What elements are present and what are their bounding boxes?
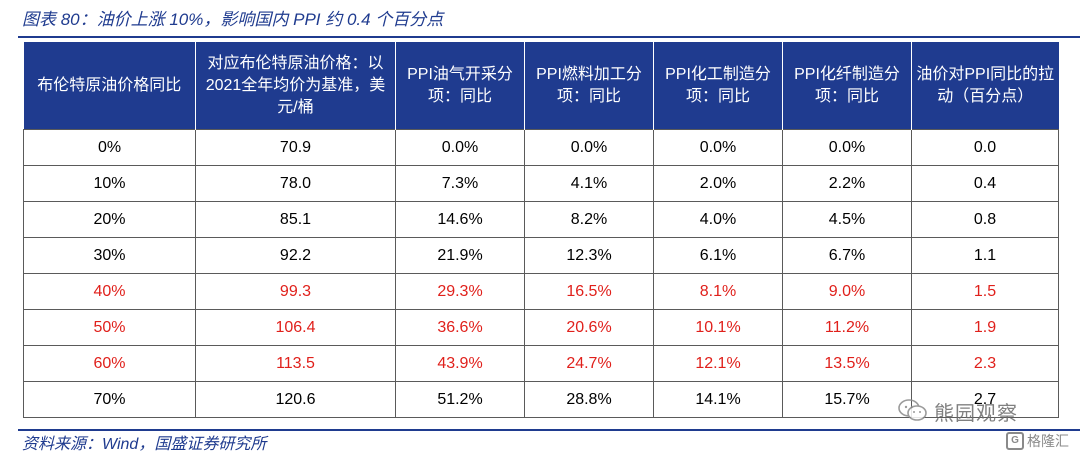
cell-brent-yoy: 50% bbox=[23, 309, 196, 346]
cell-ppi-oil-gas: 29.3% bbox=[395, 273, 525, 310]
cell-brent-yoy: 70% bbox=[23, 381, 196, 418]
cell-ppi-fuel: 20.6% bbox=[524, 309, 654, 346]
cell-brent-yoy: 40% bbox=[23, 273, 196, 310]
gelonghui-logo-icon: G bbox=[1006, 432, 1024, 450]
cell-ppi-chemical: 6.1% bbox=[653, 237, 783, 274]
cell-ppi-fuel: 4.1% bbox=[524, 165, 654, 202]
cell-ppi-chemical: 8.1% bbox=[653, 273, 783, 310]
table-row-highlighted: 50% 106.4 36.6% 20.6% 10.1% 11.2% 1.9 bbox=[23, 309, 1059, 346]
table-row-highlighted: 60% 113.5 43.9% 24.7% 12.1% 13.5% 2.3 bbox=[23, 345, 1059, 382]
table-row: 0% 70.9 0.0% 0.0% 0.0% 0.0% 0.0 bbox=[23, 129, 1059, 166]
source-note: 资料来源：Wind，国盛证券研究所 bbox=[22, 436, 267, 453]
cell-ppi-fiber: 11.2% bbox=[782, 309, 912, 346]
cell-brent-price: 106.4 bbox=[195, 309, 396, 346]
cell-ppi-fiber: 15.7% bbox=[782, 381, 912, 418]
cell-ppi-fuel: 24.7% bbox=[524, 345, 654, 382]
cell-ppi-contribution: 1.1 bbox=[911, 237, 1059, 274]
header-ppi-fiber: PPI化纤制造分项：同比 bbox=[782, 42, 912, 130]
top-rule bbox=[18, 36, 1080, 38]
cell-ppi-contribution: 1.9 bbox=[911, 309, 1059, 346]
cell-ppi-oil-gas: 7.3% bbox=[395, 165, 525, 202]
header-brent-price: 对应布伦特原油价格：以2021全年均价为基准，美元/桶 bbox=[195, 42, 396, 130]
cell-ppi-fiber: 13.5% bbox=[782, 345, 912, 382]
cell-brent-price: 70.9 bbox=[195, 129, 396, 166]
header-ppi-fuel: PPI燃料加工分项：同比 bbox=[524, 42, 654, 130]
cell-ppi-chemical: 2.0% bbox=[653, 165, 783, 202]
table-row: 30% 92.2 21.9% 12.3% 6.1% 6.7% 1.1 bbox=[23, 237, 1059, 274]
wechat-watermark: 熊园观察 bbox=[898, 396, 1038, 426]
cell-ppi-fuel: 16.5% bbox=[524, 273, 654, 310]
cell-brent-yoy: 60% bbox=[23, 345, 196, 382]
header-ppi-oil-gas: PPI油气开采分项：同比 bbox=[395, 42, 525, 130]
cell-ppi-oil-gas: 21.9% bbox=[395, 237, 525, 274]
cell-ppi-fiber: 9.0% bbox=[782, 273, 912, 310]
table-row: 10% 78.0 7.3% 4.1% 2.0% 2.2% 0.4 bbox=[23, 165, 1059, 202]
table-row: 70% 120.6 51.2% 28.8% 14.1% 15.7% 2.7 bbox=[23, 381, 1059, 418]
cell-brent-price: 113.5 bbox=[195, 345, 396, 382]
cell-ppi-fiber: 0.0% bbox=[782, 129, 912, 166]
data-table: 布伦特原油价格同比 对应布伦特原油价格：以2021全年均价为基准，美元/桶 PP… bbox=[23, 42, 1059, 418]
cell-ppi-fuel: 8.2% bbox=[524, 201, 654, 238]
cell-ppi-chemical: 0.0% bbox=[653, 129, 783, 166]
cell-brent-price: 99.3 bbox=[195, 273, 396, 310]
cell-ppi-fuel: 28.8% bbox=[524, 381, 654, 418]
bottom-rule bbox=[18, 429, 1080, 431]
header-row: 布伦特原油价格同比 对应布伦特原油价格：以2021全年均价为基准，美元/桶 PP… bbox=[23, 42, 1059, 130]
cell-ppi-fiber: 2.2% bbox=[782, 165, 912, 202]
cell-ppi-chemical: 10.1% bbox=[653, 309, 783, 346]
cell-brent-yoy: 20% bbox=[23, 201, 196, 238]
cell-ppi-fuel: 0.0% bbox=[524, 129, 654, 166]
header-ppi-chemical: PPI化工制造分项：同比 bbox=[653, 42, 783, 130]
cell-ppi-contribution: 1.5 bbox=[911, 273, 1059, 310]
cell-ppi-contribution: 0.0 bbox=[911, 129, 1059, 166]
header-ppi-contribution: 油价对PPI同比的拉动（百分点） bbox=[911, 42, 1059, 130]
cell-brent-yoy: 30% bbox=[23, 237, 196, 274]
cell-ppi-oil-gas: 51.2% bbox=[395, 381, 525, 418]
gelonghui-watermark: G 格隆汇 bbox=[1006, 431, 1069, 451]
table-row: 20% 85.1 14.6% 8.2% 4.0% 4.5% 0.8 bbox=[23, 201, 1059, 238]
cell-ppi-fiber: 6.7% bbox=[782, 237, 912, 274]
wechat-account-name: 熊园观察 bbox=[934, 402, 1018, 425]
table-row-highlighted: 40% 99.3 29.3% 16.5% 8.1% 9.0% 1.5 bbox=[23, 273, 1059, 310]
cell-ppi-oil-gas: 43.9% bbox=[395, 345, 525, 382]
cell-ppi-oil-gas: 0.0% bbox=[395, 129, 525, 166]
cell-ppi-oil-gas: 36.6% bbox=[395, 309, 525, 346]
cell-ppi-oil-gas: 14.6% bbox=[395, 201, 525, 238]
cell-ppi-fuel: 12.3% bbox=[524, 237, 654, 274]
cell-ppi-fiber: 4.5% bbox=[782, 201, 912, 238]
cell-brent-yoy: 10% bbox=[23, 165, 196, 202]
wechat-icon bbox=[898, 399, 927, 421]
gelonghui-label: 格隆汇 bbox=[1027, 433, 1069, 449]
cell-brent-price: 85.1 bbox=[195, 201, 396, 238]
cell-ppi-contribution: 0.4 bbox=[911, 165, 1059, 202]
cell-brent-price: 78.0 bbox=[195, 165, 396, 202]
cell-ppi-contribution: 2.3 bbox=[911, 345, 1059, 382]
cell-ppi-chemical: 14.1% bbox=[653, 381, 783, 418]
cell-brent-price: 92.2 bbox=[195, 237, 396, 274]
cell-brent-price: 120.6 bbox=[195, 381, 396, 418]
header-brent-yoy: 布伦特原油价格同比 bbox=[23, 42, 196, 130]
cell-ppi-chemical: 12.1% bbox=[653, 345, 783, 382]
cell-ppi-contribution: 0.8 bbox=[911, 201, 1059, 238]
cell-ppi-chemical: 4.0% bbox=[653, 201, 783, 238]
cell-brent-yoy: 0% bbox=[23, 129, 196, 166]
cell-ppi-contribution: 2.7 bbox=[911, 381, 1059, 418]
figure-caption: 图表 80：油价上涨 10%，影响国内 PPI 约 0.4 个百分点 bbox=[22, 10, 444, 29]
